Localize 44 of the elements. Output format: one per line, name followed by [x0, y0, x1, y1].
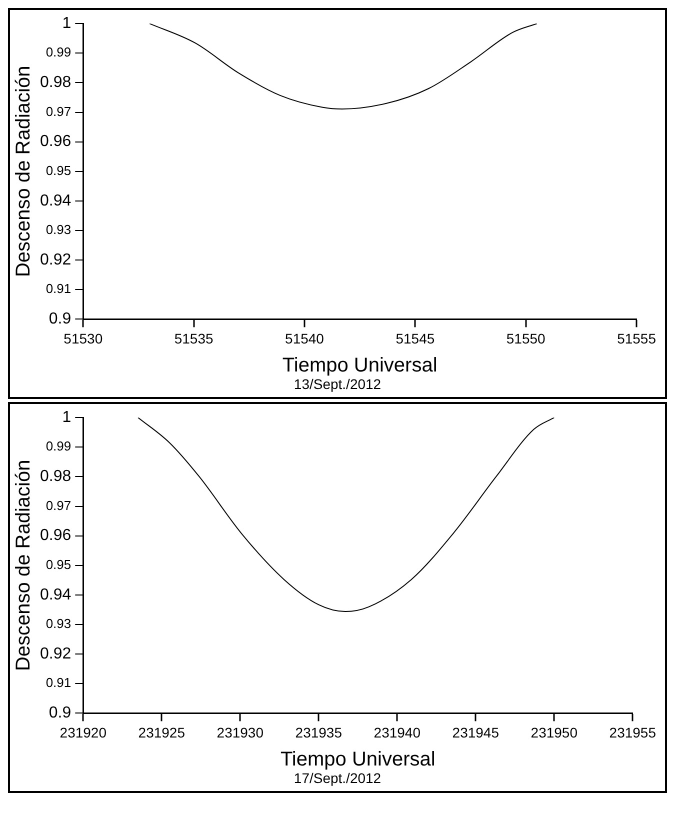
y-tick-label: 0.94 [40, 192, 72, 210]
x-tick-label: 51555 [617, 330, 656, 346]
y-tick-label: 0.95 [46, 556, 72, 572]
x-tick-label: 51540 [285, 330, 324, 346]
y-tick-label: 0.92 [40, 251, 72, 268]
x-axis-title: Tiempo Universal [282, 354, 438, 377]
x-tick-label: 231945 [452, 724, 500, 740]
y-axis-title: Descenso de Radiación [12, 460, 35, 672]
x-tick-label: 231955 [609, 724, 656, 740]
x-tick-label: 231925 [138, 724, 186, 740]
x-tick-label: 51530 [64, 330, 103, 346]
y-tick-label: 0.99 [46, 44, 72, 60]
x-tick-label: 231935 [295, 724, 342, 740]
y-tick-label: 0.92 [40, 645, 72, 662]
y-tick-label: 0.91 [46, 281, 72, 296]
y-tick-label: 0.96 [40, 527, 72, 544]
text: 13/Sept./2012 [292, 376, 382, 394]
y-tick-label: 1 [62, 409, 72, 426]
y-tick-label: 0.96 [40, 133, 72, 150]
y-tick-label: 0.95 [46, 162, 72, 178]
y-tick-label: 0.9 [48, 310, 72, 328]
line-series [138, 418, 555, 612]
y-axis-title: Descenso de Radiación [12, 66, 35, 278]
y-tick-label: 0.91 [46, 675, 72, 690]
x-tick-label: 231950 [530, 724, 578, 740]
x-tick-label: 51550 [506, 330, 546, 346]
y-tick-label: 0.93 [46, 222, 72, 238]
y-tick-label: 0.97 [46, 104, 72, 119]
x-axis-title: Tiempo Universal [280, 748, 436, 771]
y-tick-label: 1 [62, 15, 72, 32]
y-tick-label: 0.98 [40, 468, 72, 486]
y-tick-label: 0.99 [46, 438, 72, 454]
x-tick-label: 231940 [374, 724, 421, 740]
text: 17/Sept./2012 [292, 770, 382, 788]
y-tick-label: 0.9 [48, 704, 72, 722]
y-tick-label: 0.97 [46, 498, 72, 513]
x-tick-label: 51545 [396, 330, 435, 346]
y-tick-label: 0.94 [40, 586, 72, 604]
y-tick-label: 0.98 [40, 74, 72, 92]
y-tick-label: 0.93 [46, 616, 72, 632]
x-tick-label: 231920 [60, 724, 107, 740]
x-tick-label: 231930 [216, 724, 264, 740]
line-series [149, 24, 538, 110]
x-tick-label: 51535 [174, 330, 214, 346]
